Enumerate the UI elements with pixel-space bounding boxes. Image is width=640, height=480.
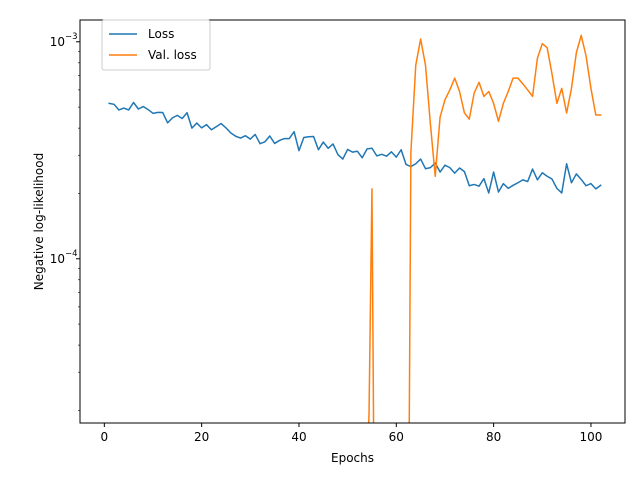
series-line-loss — [108, 101, 602, 194]
y-tick-label: 10 — [50, 252, 65, 266]
legend-box — [101, 19, 211, 71]
series-line-val-loss — [367, 34, 602, 423]
y-tick-label: 10 — [50, 35, 65, 49]
y-axis-label: Negative log-likelihood — [32, 153, 46, 290]
x-axis: 0 20 40 60 80 100 — [101, 423, 602, 444]
x-tick-label: 60 — [389, 430, 404, 444]
x-tick-label: 100 — [579, 430, 602, 444]
x-tick-label: 0 — [101, 430, 109, 444]
x-tick-label: 20 — [194, 430, 209, 444]
x-axis-label: Epochs — [331, 451, 374, 465]
legend-label-loss: Loss — [148, 27, 174, 41]
legend-label-val-loss: Val. loss — [148, 48, 197, 62]
series-layer — [108, 34, 602, 423]
x-tick-label: 80 — [486, 430, 501, 444]
y-tick-exponent: −3 — [65, 32, 78, 42]
legend: Loss Val. loss — [101, 19, 211, 71]
y-tick-exponent: −4 — [65, 249, 78, 259]
y-axis: 10−410−3 — [50, 32, 80, 411]
x-tick-label: 40 — [291, 430, 306, 444]
plot-frame — [79, 19, 626, 424]
